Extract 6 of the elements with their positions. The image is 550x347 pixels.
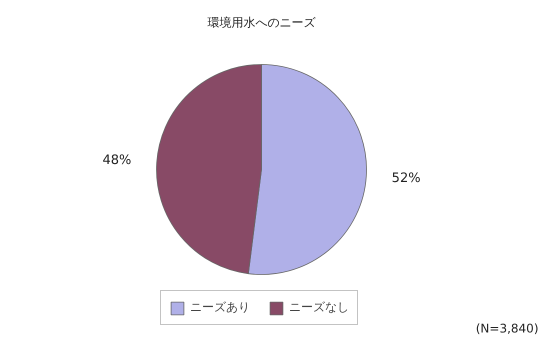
text: (N=3,840) [476, 322, 538, 336]
legend-label: ニーズあり [190, 299, 250, 316]
data-label: 52% [392, 171, 421, 186]
chart-title: 環境用水へのニーズ [208, 16, 316, 30]
legend-label: ニーズなし [289, 299, 349, 316]
data-label: 48% [102, 152, 132, 168]
